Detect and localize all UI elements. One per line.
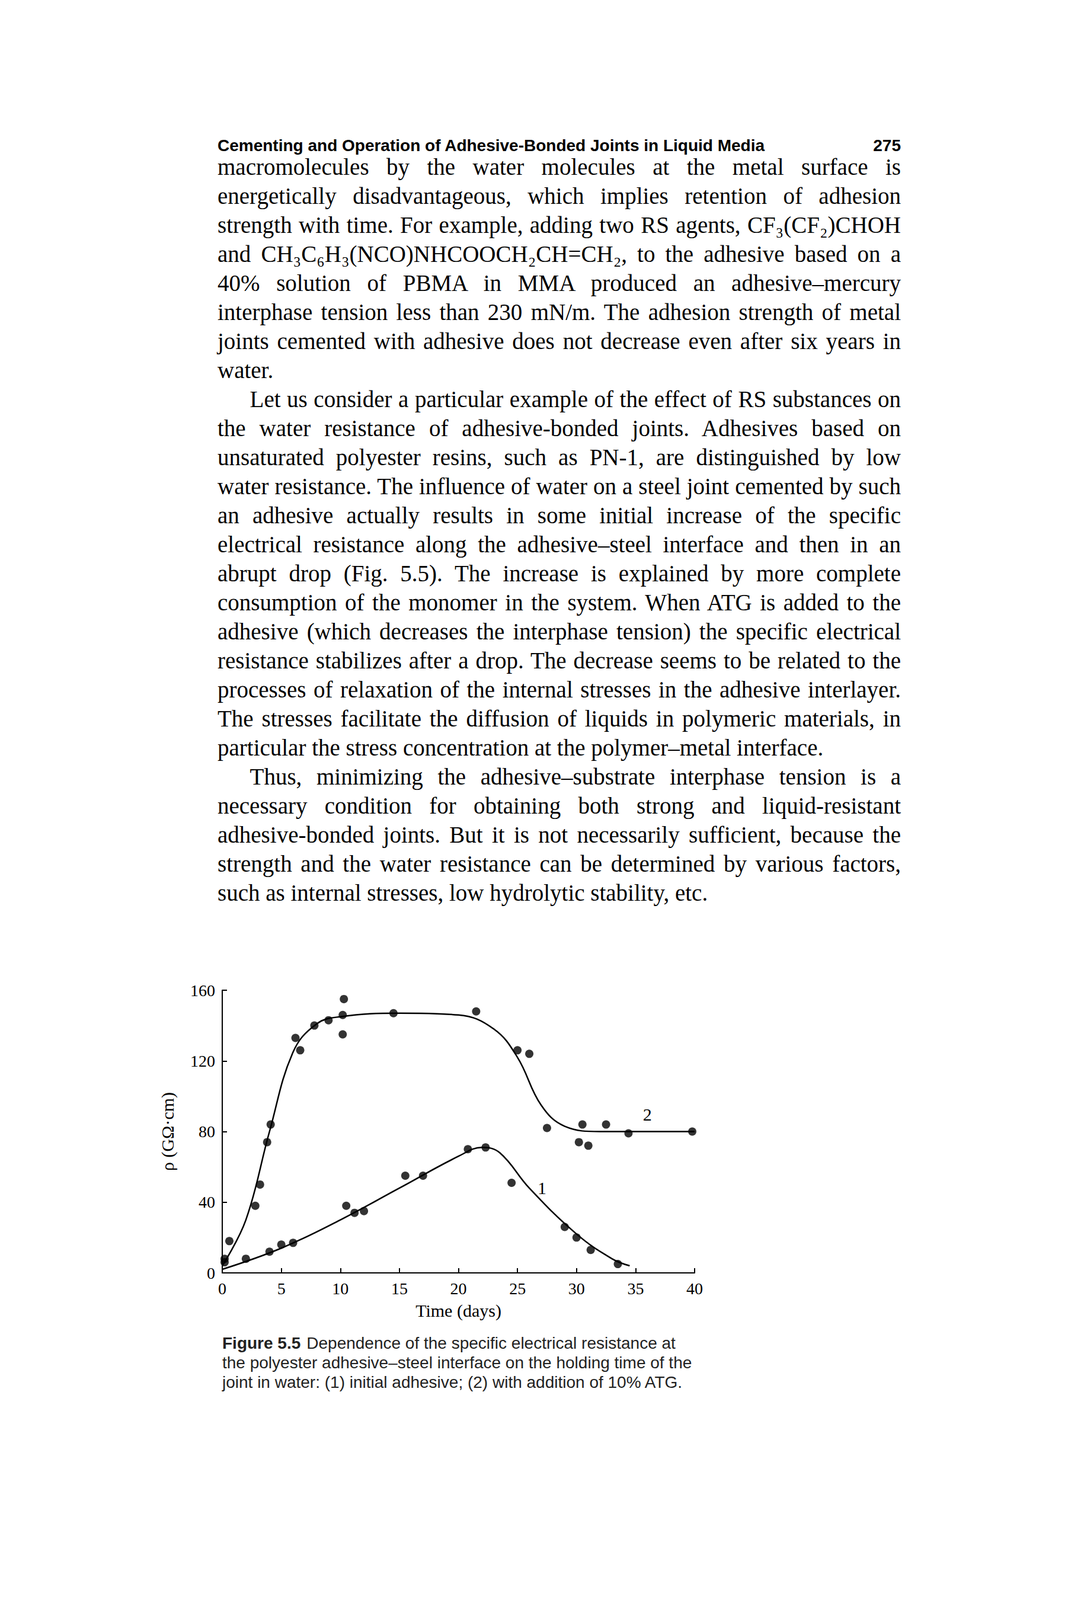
svg-text:20: 20 xyxy=(450,1279,468,1298)
svg-text:40: 40 xyxy=(198,1193,216,1212)
svg-text:Time (days): Time (days) xyxy=(415,1300,502,1322)
html-text:275: 275 xyxy=(873,136,901,155)
svg-text:80: 80 xyxy=(198,1122,216,1141)
svg-text:0: 0 xyxy=(206,1264,216,1283)
svg-text:40: 40 xyxy=(686,1279,703,1298)
svg-text:30: 30 xyxy=(568,1279,585,1298)
html-text:Let us consider a particular e: Let us consider a particular example of … xyxy=(217,386,901,761)
svg-text:0: 0 xyxy=(218,1279,227,1298)
html-text:Thus, minimizing the adhesive–: Thus, minimizing the adhesive–substrate … xyxy=(217,763,901,906)
html-text:Figure 5.5 Dependence of the s: Figure 5.5 Dependence of the specific el… xyxy=(222,1334,692,1392)
svg-text:2: 2 xyxy=(643,1104,652,1125)
svg-text:1: 1 xyxy=(537,1178,547,1198)
svg-text:15: 15 xyxy=(391,1279,408,1298)
html-text:Cementing and Operation of Adh: Cementing and Operation of Adhesive-Bond… xyxy=(217,136,765,155)
svg-text:ρ (GΩ·cm): ρ (GΩ·cm) xyxy=(157,1092,178,1172)
svg-text:120: 120 xyxy=(190,1051,216,1071)
svg-text:10: 10 xyxy=(331,1279,349,1298)
svg-text:160: 160 xyxy=(190,981,216,1000)
svg-text:25: 25 xyxy=(509,1279,526,1298)
svg-text:35: 35 xyxy=(627,1279,644,1298)
svg-text:5: 5 xyxy=(277,1279,286,1298)
html-text:macromolecules by the water mo: macromolecules by the water molecules at… xyxy=(217,154,901,383)
